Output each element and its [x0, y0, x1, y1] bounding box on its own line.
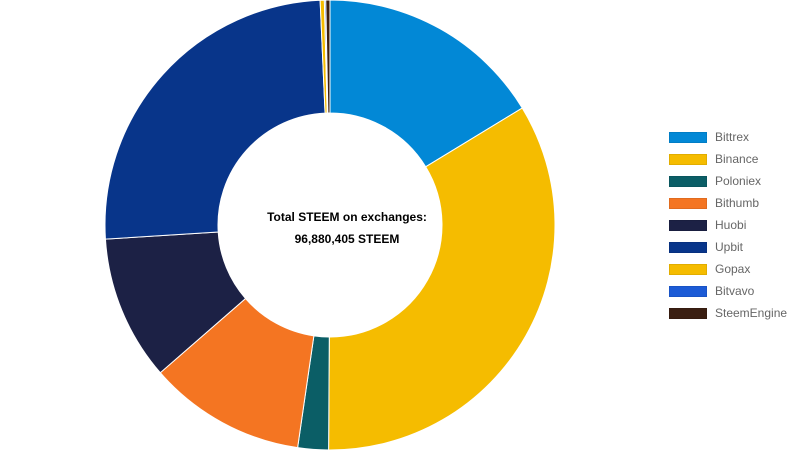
chart-center-label: Total STEEM on exchanges: 96,880,405 STE…: [230, 206, 464, 250]
slice-steemengine[interactable]: [325, 0, 331, 114]
legend-label: Binance: [715, 152, 759, 166]
legend-swatch: [669, 175, 707, 187]
center-label-total: 96,880,405 STEEM: [294, 232, 400, 246]
legend-swatch: [669, 241, 707, 253]
legend-swatch: [669, 263, 707, 275]
legend-swatch: [669, 307, 707, 319]
legend-swatch: [669, 197, 707, 209]
legend-item-bithumb[interactable]: Bithumb: [669, 192, 787, 214]
legend-item-steemengine[interactable]: SteemEngine: [669, 302, 787, 324]
legend-item-huobi[interactable]: Huobi: [669, 214, 787, 236]
legend-label: Bithumb: [715, 196, 760, 210]
legend-item-bitvavo[interactable]: Bitvavo: [669, 280, 787, 302]
legend-item-gopax[interactable]: Gopax: [669, 258, 787, 280]
legend-item-poloniex[interactable]: Poloniex: [669, 170, 787, 192]
legend-item-bittrex[interactable]: Bittrex: [669, 126, 787, 148]
chart-legend: Bittrex Binance Poloniex Bithumb Huobi Upbit G…: [669, 126, 787, 324]
legend-swatch: [669, 153, 707, 165]
legend-label: SteemEngine: [715, 306, 788, 320]
legend-label: Huobi: [715, 218, 747, 232]
center-label-title: Total STEEM on exchanges:: [267, 210, 427, 224]
legend-item-binance[interactable]: Binance: [669, 148, 787, 170]
legend-swatch: [669, 285, 707, 297]
legend-label: Bittrex: [715, 130, 750, 144]
legend-label: Poloniex: [715, 174, 762, 188]
slice-bittrex[interactable]: [329, 0, 523, 168]
legend-item-upbit[interactable]: Upbit: [669, 236, 787, 258]
legend-label: Bitvavo: [715, 284, 755, 298]
legend-label: Upbit: [715, 240, 744, 254]
slice-binance[interactable]: [328, 107, 556, 450]
legend-swatch: [669, 219, 707, 231]
legend-swatch: [669, 131, 707, 143]
legend-label: Gopax: [715, 262, 751, 276]
slice-upbit[interactable]: [104, 0, 326, 240]
